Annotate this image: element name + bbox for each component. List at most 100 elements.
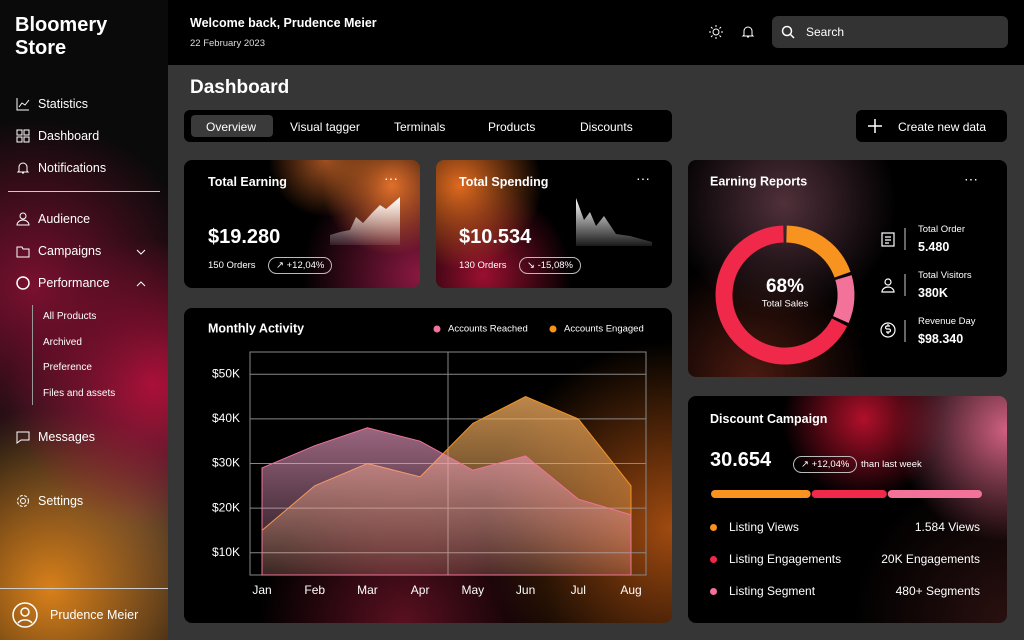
tabs: Overview Visual tagger Terminals Product…	[184, 110, 672, 142]
nav-label: Settings	[38, 494, 84, 508]
item-dot	[710, 588, 717, 595]
legend-dot	[433, 325, 441, 333]
x-tick-label: Aug	[620, 583, 641, 597]
sub-item[interactable]: Archived	[43, 337, 82, 348]
tab[interactable]: Discounts	[580, 120, 633, 134]
y-tick-label: $20K	[212, 500, 240, 514]
legend-label: Accounts Engaged	[564, 324, 644, 335]
y-tick-label: $30K	[212, 456, 240, 470]
divider	[8, 191, 160, 192]
sparkline	[330, 197, 400, 245]
nav-item[interactable]: Campaigns	[16, 244, 101, 258]
donut-segment	[832, 275, 855, 324]
date: 22 February 2023	[190, 38, 265, 49]
nav-item[interactable]: Dashboard	[16, 129, 99, 143]
header: Welcome back, Prudence Meier 22 February…	[168, 0, 1024, 65]
card-title: Discount Campaign	[710, 412, 828, 426]
card-title: Earning Reports	[710, 174, 807, 188]
nav-label: Audience	[38, 212, 91, 226]
tab[interactable]: Terminals	[394, 120, 446, 134]
y-tick-label: $10K	[212, 545, 240, 559]
search-box[interactable]: Search	[772, 16, 1008, 48]
x-tick-label: Jul	[571, 583, 586, 597]
more[interactable]: ···	[636, 170, 650, 186]
item-value: 480+ Segments	[895, 584, 980, 598]
brand: Bloomery Store	[15, 14, 108, 59]
bar-segment	[887, 490, 982, 498]
x-tick-label: May	[462, 583, 485, 597]
donut-segment	[715, 225, 848, 365]
item-label: Listing Segment	[729, 584, 816, 598]
tab[interactable]: Visual tagger	[290, 120, 360, 134]
card-title: Total Spending	[459, 175, 549, 189]
chevron	[136, 249, 146, 255]
nav-item[interactable]: Performance	[16, 276, 110, 290]
theme-icon[interactable]	[709, 25, 723, 39]
spending-card: Total Spending ··· $10.534 130 Orders ↘ …	[436, 160, 672, 288]
change: +12,04%	[286, 260, 325, 271]
page-title: Dashboard	[190, 77, 290, 98]
chart-title: Monthly Activity	[208, 321, 304, 335]
change-pill: ↘ -15,08%	[519, 257, 581, 274]
nav-item[interactable]: Audience	[16, 212, 90, 226]
x-tick-label: Apr	[411, 583, 430, 597]
more[interactable]: ···	[964, 171, 978, 187]
sub-line	[32, 305, 33, 405]
nav-label: Dashboard	[38, 129, 100, 143]
change: -15,08%	[537, 260, 573, 271]
search-placeholder: Search	[806, 25, 845, 39]
nav-label: Messages	[38, 430, 95, 444]
button-label: Create new data	[898, 120, 987, 134]
stat-value: 5.480	[918, 240, 950, 254]
nav-label: Statistics	[38, 97, 89, 111]
nav-item[interactable]: Notifications	[16, 161, 106, 175]
x-tick-label: Mar	[357, 583, 378, 597]
activity-card: Monthly Activity $10K $20K $30K $40K $50K Jan…	[184, 308, 672, 623]
card-value: $10.534	[459, 226, 532, 248]
tab[interactable]: Products	[488, 120, 536, 134]
item-label: Listing Views	[729, 520, 799, 534]
stat-icons	[880, 228, 906, 342]
nav-label: Campaigns	[38, 244, 102, 258]
create-button[interactable]: Create new data	[856, 110, 1007, 142]
more[interactable]: ···	[384, 170, 398, 186]
legend-dot	[549, 325, 557, 333]
bar-segment	[711, 490, 811, 498]
item-label: Listing Engagements	[729, 552, 842, 566]
sub-item[interactable]: Preference	[43, 362, 92, 373]
sub-item[interactable]: All Products	[43, 311, 97, 322]
item-value: 20K Engagements	[881, 552, 980, 566]
donut-segment	[785, 225, 851, 278]
tab[interactable]: Overview	[206, 120, 257, 134]
user-name: Prudence Meier	[50, 608, 139, 622]
area	[261, 427, 632, 576]
bar-segment	[811, 490, 887, 498]
nav-label: Notifications	[38, 161, 107, 175]
nav-item[interactable]: Statistics	[16, 97, 88, 111]
welcome: Welcome back, Prudence Meier	[190, 16, 377, 30]
nav-item[interactable]: Settings	[16, 494, 83, 508]
item-value: 1.584 Views	[914, 520, 980, 534]
sparkline	[576, 198, 652, 246]
donut-chart: Earning Reports ··· 68% Total Sales	[710, 171, 978, 365]
progress-bar	[711, 490, 982, 498]
legend-label: Accounts Reached	[448, 324, 528, 335]
bell-icon[interactable]	[741, 25, 755, 39]
item-dot	[710, 524, 717, 531]
nav-item[interactable]: Messages	[16, 430, 95, 444]
card-title: Total Earning	[208, 175, 287, 189]
stat-value: $98.340	[918, 332, 964, 346]
card-orders: 130 Orders	[459, 260, 507, 271]
change: +12,04%	[811, 459, 850, 470]
earning-reports: Earning Reports ··· 68% Total Sales Total…	[688, 160, 1007, 377]
change-pill: ↗ +12,04%	[268, 257, 333, 274]
y-tick-label: $50K	[212, 366, 240, 380]
sidebar: Bloomery Store Statistics Dashboard Noti…	[0, 0, 168, 640]
x-tick-label: Feb	[304, 583, 325, 597]
discount-card: Discount Campaign 30.654 ↗ +12,04% than …	[688, 396, 1007, 623]
stat-label: Revenue Day	[918, 316, 976, 327]
note: than last week	[861, 459, 922, 470]
user[interactable]: Prudence Meier	[12, 602, 138, 628]
sub-item[interactable]: Files and assets	[43, 388, 116, 399]
